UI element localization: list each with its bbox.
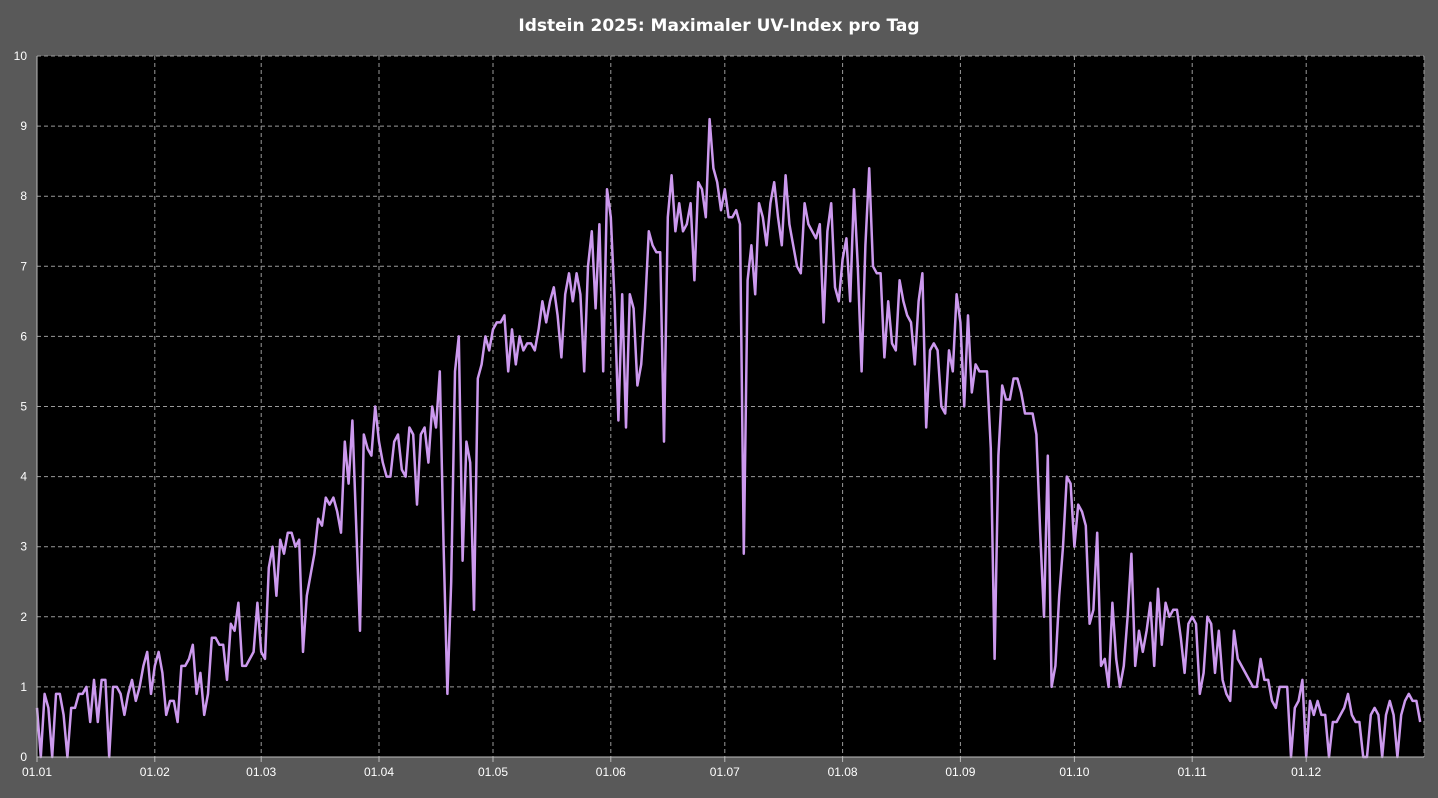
x-tick-label: 01.02: [140, 765, 170, 779]
x-axis-ticks: 01.01 01.02 01.03 01.04 01.05 01.06 01.07 01.08…: [22, 757, 1322, 779]
x-tick-label: 01.12: [1291, 765, 1321, 779]
x-tick-label: 01.03: [246, 765, 276, 779]
y-tick-label: 2: [20, 610, 27, 624]
x-tick-label: 01.09: [945, 765, 975, 779]
x-tick-label: 01.01: [22, 765, 52, 779]
y-tick-label: 0: [20, 750, 27, 764]
y-tick-label: 6: [20, 329, 27, 343]
y-tick-label: 10: [14, 49, 28, 63]
x-tick-label: 01.10: [1059, 765, 1089, 779]
y-tick-label: 8: [20, 189, 27, 203]
x-tick-label: 01.11: [1178, 765, 1207, 779]
y-tick-label: 5: [20, 400, 27, 414]
y-axis-ticks: 0 1 2 3 4 5 6 7 8 9 10: [14, 49, 28, 764]
x-tick-label: 01.06: [596, 765, 626, 779]
y-tick-label: 9: [20, 119, 27, 133]
y-tick-label: 7: [20, 259, 27, 273]
series-line-uv-index: [35, 117, 1422, 759]
x-tick-label: 01.05: [478, 765, 508, 779]
x-tick-label: 01.08: [828, 765, 858, 779]
y-tick-label: 1: [20, 680, 27, 694]
grid-lines: [37, 55, 1425, 757]
x-tick-label: 01.04: [364, 765, 394, 779]
x-tick-label: 01.07: [710, 765, 740, 779]
chart-title: Idstein 2025: Maximaler UV-Index pro Tag: [518, 16, 919, 36]
y-tick-label: 3: [20, 540, 27, 554]
y-tick-label: 4: [20, 470, 27, 484]
